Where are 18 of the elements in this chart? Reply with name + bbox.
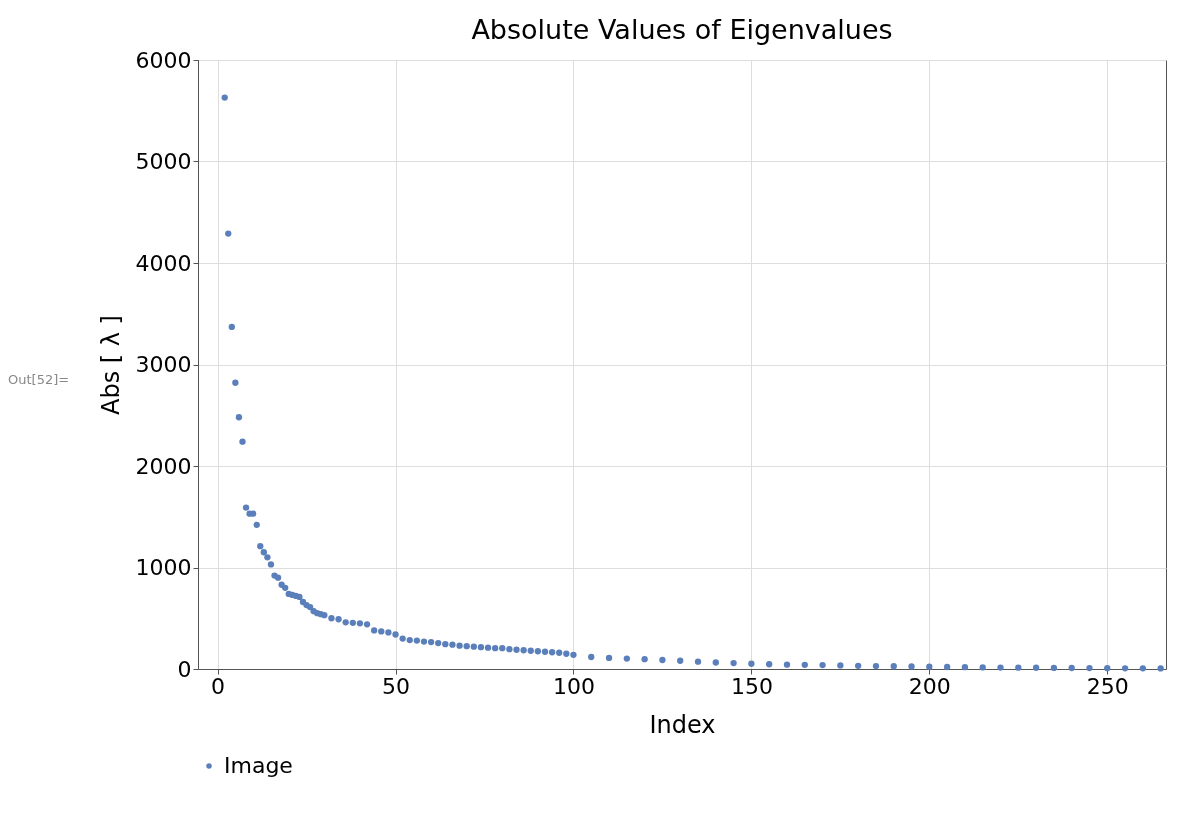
x-tick-label: 100 (552, 673, 595, 699)
text: Image (224, 753, 293, 778)
x-tick-label: 250 (1086, 673, 1129, 699)
x-tick-label: 50 (382, 673, 411, 699)
y-tick-label: 3000 (135, 352, 192, 377)
x-tick-label: 150 (730, 673, 773, 699)
y-tick-label: 5000 (135, 149, 192, 174)
y-tick-label: 1000 (135, 555, 192, 580)
y-tick-label: 4000 (135, 250, 192, 276)
y-tick-label: 0 (177, 656, 192, 682)
chart-title: Absolute Values of Eigenvalues (471, 14, 893, 45)
x-tick-label: 0 (211, 673, 226, 699)
y-tick-label: 2000 (135, 453, 192, 479)
text: Out[52]= (8, 372, 70, 387)
y-axis-title: Abs [ λ ] (96, 315, 125, 415)
x-axis-title: Index (649, 710, 716, 739)
y-tick-label: 6000 (135, 47, 192, 73)
x-tick-label: 200 (908, 673, 951, 699)
